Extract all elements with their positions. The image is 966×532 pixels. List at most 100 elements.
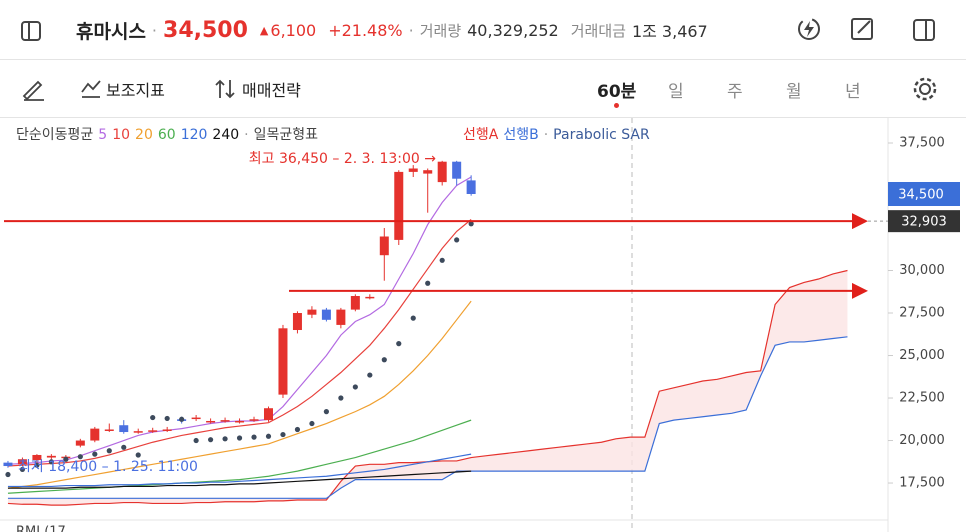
- legend-2: 선행A 선행B · Parabolic SAR: [463, 124, 655, 144]
- amount: 1조 3,467: [631, 22, 708, 41]
- chart: 17,500 20,000 22,500 25,000 27,500 30,000 37,5…: [0, 118, 960, 532]
- settings-icon[interactable]: [911, 75, 939, 103]
- sar-dot: [106, 448, 112, 454]
- sar-dot: [425, 280, 431, 286]
- price: 34,500: [163, 17, 248, 43]
- sar-dot: [280, 431, 286, 438]
- lower-panel-label: RMI (17: [16, 525, 66, 532]
- draw-icon[interactable]: [20, 76, 46, 102]
- candle-body: [379, 236, 389, 256]
- candle-body: [466, 180, 476, 194]
- candle-body: [249, 419, 259, 421]
- sar-dot: [410, 315, 416, 321]
- high-annotation: 최고 36,450 – 2. 3. 13:00 →: [249, 151, 437, 167]
- low-annotation: 최저 18,400 – 1. 25. 11:00: [18, 459, 198, 475]
- ma-line: [7, 470, 472, 489]
- sar-dot: [19, 466, 26, 473]
- sar-dot: [396, 341, 402, 347]
- candle-body: [220, 420, 230, 422]
- sar-dot: [92, 451, 98, 457]
- period[interactable]: 60분: [597, 82, 637, 102]
- sar-dot: [352, 384, 358, 390]
- sar-dot: [208, 437, 214, 443]
- sar-dot: [338, 395, 344, 401]
- sar-dot: [236, 435, 243, 441]
- sep: ·: [408, 20, 414, 40]
- sar-dot: [179, 416, 185, 422]
- candle-body: [394, 171, 404, 240]
- stock-name: 휴마시스: [76, 20, 146, 43]
- sar-dot: [77, 454, 83, 460]
- candle-body: [46, 455, 56, 458]
- toolbar: 보조지표 매매전략 60분 일 주 월 년: [0, 60, 966, 118]
- y-tick-label: 37,500: [899, 135, 945, 150]
- candle-body: [17, 459, 27, 465]
- sar-dot: [454, 237, 460, 243]
- y-tick-label: 25,000: [899, 348, 945, 363]
- sar-dot: [150, 414, 156, 421]
- y-tick-label: 27,500: [899, 306, 945, 321]
- period[interactable]: 일: [668, 82, 684, 102]
- candle-body: [263, 408, 273, 421]
- sar-dot: [121, 444, 127, 450]
- candle-body: [350, 296, 360, 310]
- sar-dot: [63, 456, 69, 462]
- strategy-icon[interactable]: [214, 78, 238, 100]
- sar-dot: [5, 471, 11, 478]
- y-tick-label: 22,500: [899, 391, 945, 406]
- strategy[interactable]: 매매전략: [242, 81, 301, 100]
- sar-dot: [164, 415, 170, 422]
- candle-body: [104, 429, 114, 431]
- ma-line: [7, 453, 472, 488]
- y-tick-label: 30,000: [899, 263, 945, 278]
- sep: ·: [244, 127, 249, 143]
- ma-line: [7, 300, 472, 489]
- period[interactable]: 월: [786, 82, 802, 102]
- flash-icon[interactable]: [796, 16, 822, 42]
- candle-body: [148, 430, 158, 432]
- candle-body: [437, 161, 447, 183]
- current-price-label: 34,500: [898, 187, 944, 202]
- sar-dot: [193, 437, 199, 444]
- sar-dot: [309, 420, 315, 427]
- legend-entry: 120: [180, 127, 208, 143]
- edit-icon[interactable]: [849, 16, 875, 42]
- legend-entry: 10: [112, 127, 131, 143]
- y-tick-label: 17,500: [899, 476, 945, 491]
- period[interactable]: 주: [727, 82, 743, 102]
- legend-entry: 20: [135, 127, 153, 143]
- sar-dot: [381, 357, 387, 363]
- indicator-icon[interactable]: [80, 78, 102, 100]
- period[interactable]: 년: [845, 82, 861, 102]
- sar-dot: [439, 257, 445, 263]
- active-dot: [614, 103, 619, 108]
- legend-entry: 60: [157, 127, 176, 143]
- legend-entry: 240: [212, 127, 240, 143]
- ma-line: [7, 219, 472, 467]
- indicators[interactable]: 보조지표: [106, 81, 165, 100]
- sep: ·: [151, 20, 158, 40]
- candle-body: [162, 429, 172, 431]
- sar-dot: [294, 426, 301, 433]
- legend-entry: 5: [98, 127, 108, 143]
- amount-label: 거래대금: [570, 21, 626, 40]
- candle-body: [365, 296, 375, 299]
- sar-dot: [135, 452, 141, 458]
- sidebar-icon[interactable]: [20, 20, 42, 42]
- ichimoku-line: [7, 336, 848, 499]
- legend-entry: 선행A: [463, 127, 499, 143]
- candle-body: [278, 328, 288, 395]
- sar-dot: [251, 434, 257, 440]
- header-info: 휴마시스 · 34,500 ▲ 6,100 +21.48% · 거래량 40,3…: [66, 0, 766, 60]
- legend-entry: Parabolic SAR: [553, 127, 650, 143]
- candle-body: [292, 313, 302, 331]
- sar-dot: [222, 436, 228, 442]
- sar-dot: [468, 221, 474, 227]
- sep: ·: [543, 127, 549, 143]
- layout-icon[interactable]: [912, 18, 936, 42]
- sar-dot: [323, 409, 329, 415]
- price-tag: [888, 210, 960, 233]
- y-tick-label: 20,000: [899, 433, 945, 448]
- legend: 단순이동평균 5 10 20 60 120 240 · 일목균형표: [16, 124, 323, 144]
